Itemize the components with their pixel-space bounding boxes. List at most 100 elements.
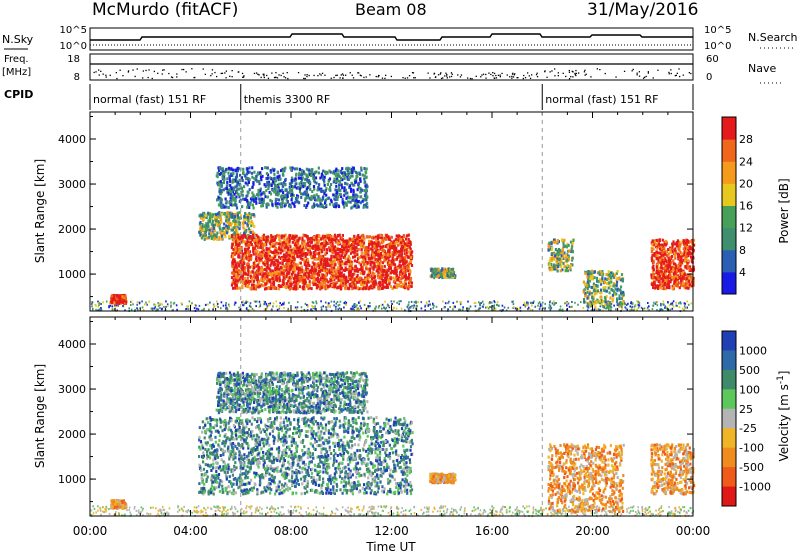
range-cell	[112, 294, 115, 298]
range-cell	[325, 269, 328, 273]
nave-point	[446, 77, 448, 79]
nave-point	[678, 68, 680, 70]
range-cell	[356, 174, 359, 178]
ground-scatter-cell	[655, 301, 658, 304]
ground-scatter-cell	[410, 300, 413, 303]
range-cell	[305, 196, 308, 200]
range-cell	[263, 263, 266, 266]
range-cell	[325, 170, 328, 174]
range-cell	[313, 269, 316, 273]
range-cell	[350, 262, 354, 266]
range-cell	[215, 213, 218, 216]
range-cell	[249, 270, 252, 274]
range-cell	[252, 261, 255, 265]
ground-scatter-cell	[204, 303, 207, 306]
range-cell	[351, 267, 354, 270]
ground-scatter-cell	[409, 306, 412, 309]
nave-point	[95, 71, 97, 73]
ground-scatter-cell	[315, 302, 318, 305]
nave-point	[636, 74, 638, 76]
range-cell	[249, 234, 252, 238]
range-cell	[341, 281, 344, 285]
ground-scatter-cell	[386, 303, 389, 306]
nave-point	[647, 72, 649, 74]
range-cell	[386, 274, 389, 278]
range-cell	[257, 256, 260, 260]
nave-point	[482, 73, 485, 75]
range-cell	[328, 249, 332, 253]
range-cell	[324, 243, 327, 247]
nsky-tick-bottom: 10^0	[60, 41, 87, 52]
range-cell	[333, 258, 336, 262]
nave-point	[100, 70, 102, 72]
range-cell	[253, 266, 256, 270]
nave-point	[214, 71, 216, 74]
ground-scatter-cell	[527, 308, 529, 311]
ground-scatter-cell	[435, 305, 438, 308]
range-cell	[224, 226, 228, 230]
range-cell	[264, 251, 267, 255]
ground-scatter-cell	[531, 309, 534, 312]
nave-point	[176, 76, 178, 78]
ground-scatter-cell	[154, 303, 157, 306]
range-cell	[318, 234, 321, 238]
range-cell	[291, 240, 294, 244]
ground-scatter-cell	[138, 301, 141, 304]
ground-scatter-cell	[540, 304, 542, 307]
range-cell	[298, 277, 301, 281]
ground-scatter-cell	[311, 305, 313, 307]
range-cell	[361, 236, 364, 240]
ground-scatter-cell	[265, 303, 268, 306]
range-cell	[327, 196, 331, 200]
range-cell	[208, 217, 211, 220]
range-cell	[200, 229, 203, 233]
range-cell	[383, 259, 386, 263]
range-cell	[124, 294, 127, 298]
range-cell	[223, 226, 226, 230]
range-cell	[362, 205, 365, 209]
range-cell	[261, 243, 264, 247]
range-cell	[374, 281, 378, 285]
nave-point	[273, 76, 276, 79]
nave-point	[320, 74, 322, 76]
range-cell	[245, 218, 248, 222]
range-cell	[284, 265, 287, 269]
ground-scatter-cell	[243, 302, 246, 305]
range-cell	[124, 296, 127, 300]
ground-scatter-cell	[242, 300, 245, 303]
range-cell	[255, 174, 258, 178]
nave-point	[488, 72, 490, 74]
ground-scatter-cell	[685, 307, 687, 310]
range-cell	[289, 284, 292, 288]
range-cell	[217, 203, 221, 207]
ground-scatter-cell	[664, 306, 666, 309]
ground-scatter-cell	[117, 304, 119, 307]
range-cell	[388, 282, 391, 286]
range-cell	[331, 283, 334, 287]
ground-scatter-cell	[428, 300, 430, 303]
range-cell	[367, 276, 370, 280]
range-cell	[357, 181, 361, 185]
ground-scatter-cell	[333, 304, 335, 307]
range-cell	[326, 264, 329, 268]
range-cell	[398, 249, 401, 253]
range-cell	[349, 251, 353, 255]
ground-scatter-cell	[367, 305, 369, 308]
ground-scatter-cell	[638, 302, 641, 305]
range-cell	[266, 271, 269, 275]
range-cell	[285, 274, 288, 278]
range-cell	[284, 257, 287, 261]
range-cell	[202, 217, 205, 221]
nave-point	[568, 78, 571, 80]
range-cell	[248, 215, 251, 219]
range-cell	[319, 176, 322, 180]
range-cell	[252, 233, 255, 237]
range-cell	[207, 211, 210, 215]
range-cell	[359, 271, 362, 275]
range-cell	[234, 213, 237, 217]
range-cell	[238, 227, 241, 231]
nave-point	[481, 74, 483, 76]
ground-scatter-cell	[568, 305, 571, 308]
range-cell	[283, 234, 286, 238]
range-cell	[257, 285, 260, 289]
